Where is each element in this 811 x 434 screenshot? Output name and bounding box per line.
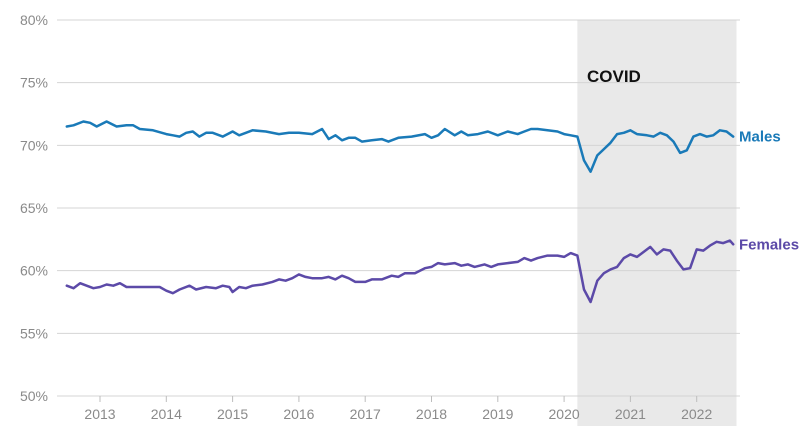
x-axis: 2013 2014 2015 2016 2017 2018 2019 2020 2021 2022 <box>84 396 712 422</box>
series-labels: Males Females <box>739 129 799 254</box>
series-label-females: Females <box>739 236 799 253</box>
gridlines <box>57 19 740 397</box>
x-tick-label-2015: 2015 <box>217 406 248 422</box>
y-tick-label-80: 80% <box>20 12 48 28</box>
series-line-females <box>65 239 735 304</box>
x-tick-label-2018: 2018 <box>416 406 447 422</box>
covid-shaded-region-layer <box>577 20 737 426</box>
y-tick-label-50: 50% <box>20 388 48 404</box>
covid-annotation: COVID <box>587 67 641 86</box>
x-tick-label-2021: 2021 <box>615 406 646 422</box>
series-lines <box>65 120 735 304</box>
x-tick-label-2017: 2017 <box>350 406 381 422</box>
y-tick-label-65: 65% <box>20 200 48 216</box>
x-tick-label-2020: 2020 <box>549 406 580 422</box>
y-axis: 50% 55% 60% 65% 70% 75% 80% <box>20 12 48 404</box>
x-tick-label-2022: 2022 <box>681 406 712 422</box>
covid-shaded-region <box>577 20 737 426</box>
series-label-males: Males <box>739 129 781 146</box>
series-line-males <box>65 120 735 173</box>
y-tick-label-75: 75% <box>20 75 48 91</box>
x-tick-label-2019: 2019 <box>482 406 513 422</box>
x-tick-label-2016: 2016 <box>283 406 314 422</box>
y-tick-label-70: 70% <box>20 137 48 153</box>
x-tick-label-2013: 2013 <box>84 406 115 422</box>
y-tick-label-60: 60% <box>20 263 48 279</box>
y-tick-label-55: 55% <box>20 325 48 341</box>
x-tick-label-2014: 2014 <box>151 406 182 422</box>
